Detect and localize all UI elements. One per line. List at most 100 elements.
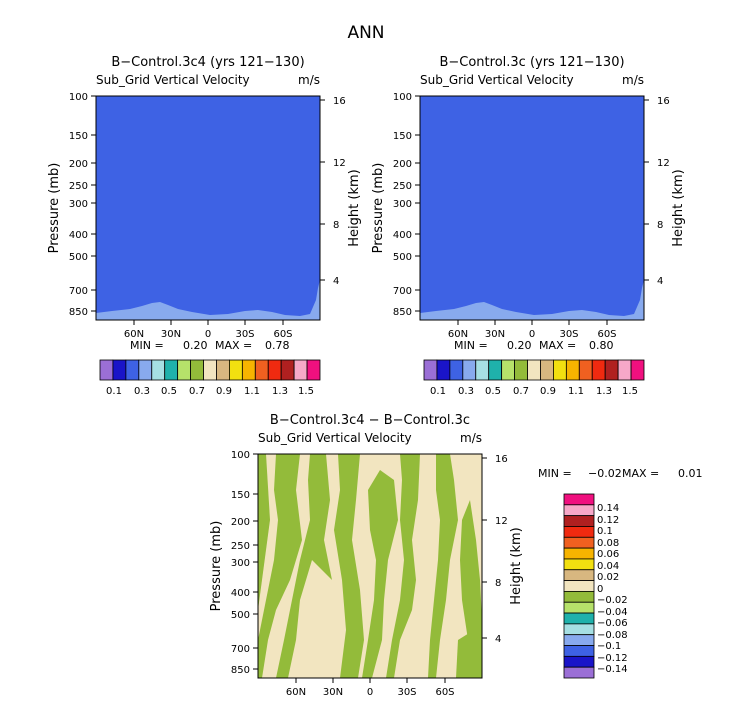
- y-tick-label: 200: [69, 159, 88, 170]
- min-max-readout: MIN = 0.20 MAX = 0.78: [130, 339, 290, 352]
- colorbar-swatch: [177, 359, 191, 381]
- colorbar-label: −0.1: [597, 641, 621, 652]
- y-axis-right: 16 12 8 4 Height (km): [644, 96, 686, 287]
- colorbar-swatch: [591, 359, 606, 381]
- colorbar-swatch: [604, 359, 619, 381]
- height-tick-label: 4: [333, 276, 339, 287]
- y-tick-label: 250: [393, 181, 412, 192]
- y-tick-label: 400: [393, 230, 412, 241]
- colorbar-swatch: [241, 359, 256, 381]
- height-tick-label: 4: [495, 634, 501, 645]
- y-tick-label: 100: [69, 92, 88, 103]
- y-axis-left: 100 150 200 250 300 400 500 700 850 Pres…: [209, 450, 258, 676]
- colorbar: [563, 493, 595, 679]
- colorbar-swatch: [190, 359, 204, 381]
- colorbar-swatch: [112, 359, 127, 381]
- y-tick-label: 400: [69, 230, 88, 241]
- colorbar-swatch: [138, 359, 153, 381]
- panel-difference: B−Control.3c4 − B−Control.3c Sub_Grid Ve…: [209, 413, 703, 698]
- colorbar-swatch: [423, 359, 438, 381]
- panel-title: B−Control.3c4 − B−Control.3c: [270, 413, 470, 428]
- colorbar-label: 1.3: [596, 386, 612, 397]
- colorbar-swatch: [563, 504, 595, 517]
- colorbar-swatch: [306, 359, 321, 381]
- colorbar-label: 0.04: [597, 561, 619, 572]
- max-value: 0.01: [678, 467, 703, 480]
- y-axis-right: 16 12 8 4 Height (km): [482, 454, 524, 645]
- colorbar-swatch: [563, 591, 595, 603]
- x-tick-label: 30S: [559, 329, 578, 340]
- figure-title: ANN: [347, 23, 384, 43]
- colorbar-swatch: [99, 359, 114, 381]
- y-tick-label: 250: [231, 541, 250, 552]
- y-tick-label: 500: [231, 610, 250, 621]
- y-axis-right-label: Height (km): [671, 169, 686, 246]
- max-label: MAX =: [539, 339, 576, 352]
- colorbar-label: 0.14: [597, 503, 619, 514]
- y-axis-right-label: Height (km): [347, 169, 362, 246]
- colorbar-swatch: [563, 645, 595, 657]
- colorbar-swatch: [501, 359, 515, 381]
- colorbar-label: 0.5: [485, 386, 501, 397]
- colorbar-swatch: [293, 359, 308, 381]
- y-tick-label: 150: [69, 131, 88, 142]
- colorbar-label: 0.3: [458, 386, 474, 397]
- x-tick-label: 60S: [435, 687, 454, 698]
- colorbar-swatch: [563, 536, 595, 549]
- colorbar-label: 0.02: [597, 572, 619, 583]
- colorbar-label: 0.08: [597, 538, 619, 549]
- x-axis: 60N 30N 0 30S 60S: [286, 678, 455, 698]
- panel-units: m/s: [622, 73, 644, 87]
- y-axis-label: Pressure (mb): [47, 163, 62, 254]
- height-tick-label: 16: [657, 96, 670, 107]
- colorbar-label: 0.1: [597, 526, 613, 537]
- y-tick-label: 250: [69, 181, 88, 192]
- colorbar-swatch: [563, 601, 595, 614]
- x-tick-label: 60N: [448, 329, 468, 340]
- x-tick-label: 0: [529, 329, 535, 340]
- y-axis-left: 100 150 200 250 300 400 500 700 850 Pres…: [47, 92, 96, 318]
- colorbar-swatch: [280, 359, 295, 381]
- colorbar: [423, 359, 645, 381]
- colorbar-swatch: [553, 359, 567, 381]
- colorbar-swatch: [563, 493, 595, 506]
- colorbar-label: 0.9: [216, 386, 232, 397]
- x-tick-label: 30N: [161, 329, 181, 340]
- colorbar-label: −0.02: [597, 595, 628, 606]
- min-value: −0.02: [588, 467, 622, 480]
- contour-field-background: [420, 96, 644, 320]
- height-tick-label: 16: [495, 454, 508, 465]
- colorbar-label: −0.04: [597, 607, 628, 618]
- colorbar-label: 1.3: [272, 386, 288, 397]
- panel-subtitle: Sub_Grid Vertical Velocity: [258, 431, 412, 445]
- colorbar-swatch: [563, 558, 595, 571]
- contour-field-low-levels: [420, 280, 644, 320]
- colorbar-swatch: [578, 359, 593, 381]
- y-tick-label: 200: [393, 159, 412, 170]
- colorbar-swatch: [203, 359, 217, 381]
- panel-units: m/s: [298, 73, 320, 87]
- colorbar-labels: 0.14 0.12 0.1 0.08 0.06 0.04 0.02 0 −0.0…: [597, 503, 628, 675]
- colorbar-swatch: [254, 359, 269, 381]
- panel-subtitle: Sub_Grid Vertical Velocity: [420, 73, 574, 87]
- y-tick-label: 300: [393, 199, 412, 210]
- contour-field-negative-region: [258, 454, 482, 678]
- colorbar-label: 0: [597, 584, 603, 595]
- y-tick-label: 500: [393, 252, 412, 263]
- min-label: MIN =: [130, 339, 164, 352]
- max-value: 0.80: [589, 339, 614, 352]
- y-axis-label: Pressure (mb): [371, 163, 386, 254]
- x-tick-label: 30S: [397, 687, 416, 698]
- colorbar-label: −0.12: [597, 653, 628, 664]
- y-tick-label: 100: [393, 92, 412, 103]
- colorbar-label: 0.1: [106, 386, 122, 397]
- colorbar-swatch: [151, 359, 166, 381]
- y-tick-label: 300: [231, 558, 250, 569]
- colorbar-label: −0.06: [597, 618, 628, 629]
- colorbar-swatch: [563, 569, 595, 581]
- min-max-readout: MIN = 0.20 MAX = 0.80: [454, 339, 614, 352]
- colorbar-label: 0.7: [189, 386, 205, 397]
- colorbar-label: −0.14: [597, 664, 628, 675]
- y-tick-label: 100: [231, 450, 250, 461]
- panel-control-3c4: B−Control.3c4 (yrs 121−130) Sub_Grid Ver…: [47, 55, 362, 397]
